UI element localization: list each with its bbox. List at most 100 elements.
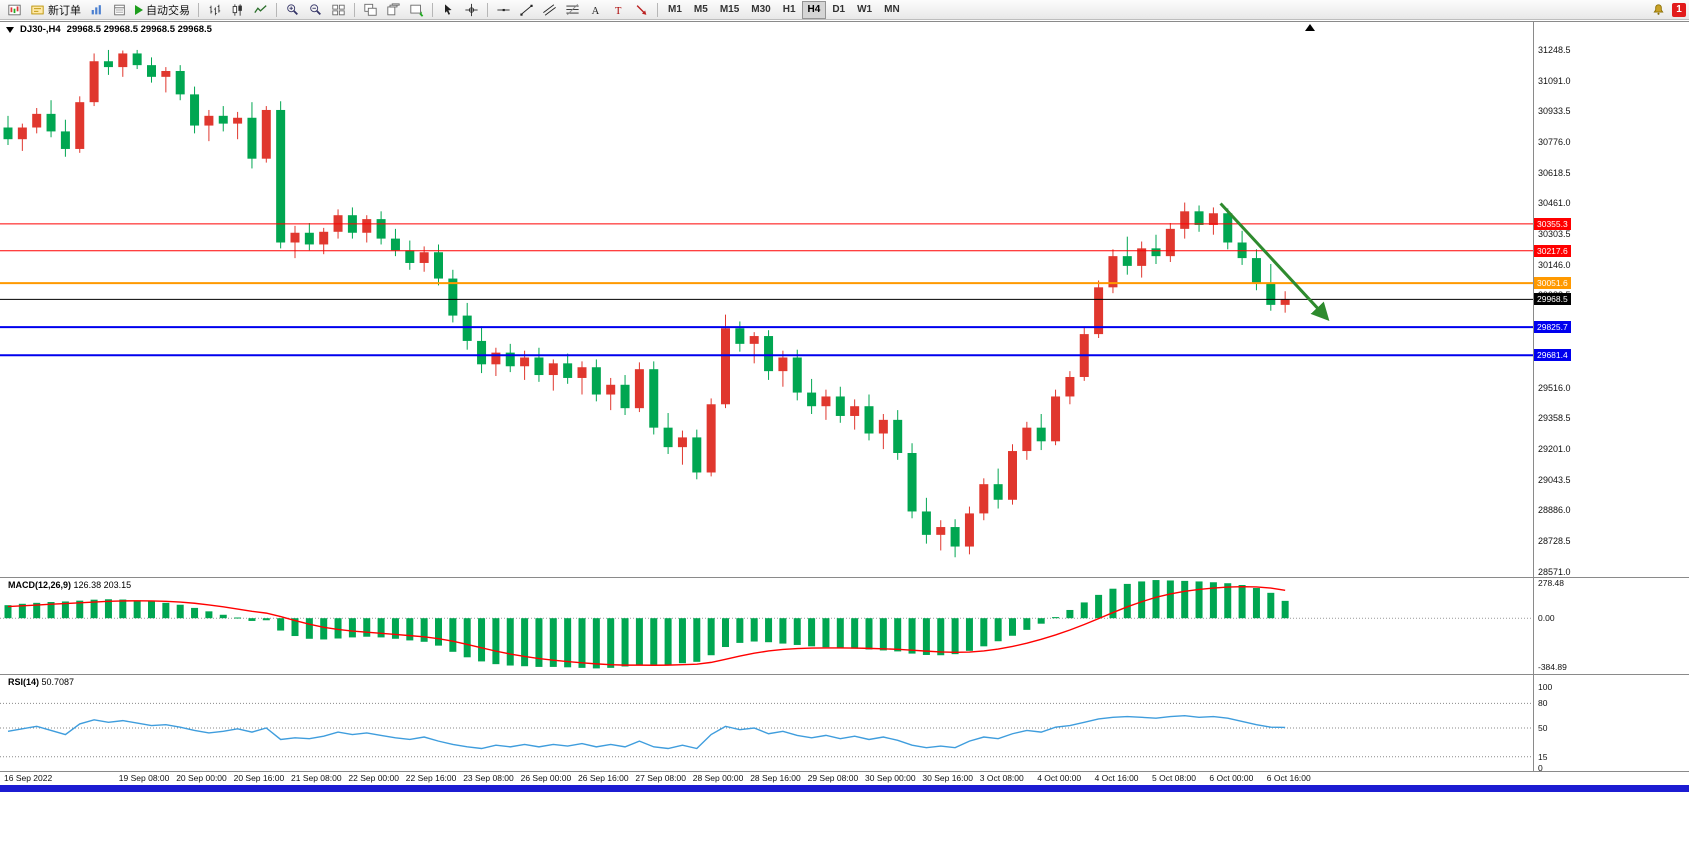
timeframe-d1-button[interactable]: D1 — [826, 1, 851, 19]
macd-histogram-bar — [621, 618, 629, 667]
notification-badge[interactable]: 1 — [1672, 2, 1686, 17]
candle-body — [75, 102, 85, 149]
macd-histogram-bar — [1224, 583, 1232, 619]
macd-histogram-bar — [406, 618, 414, 641]
cascade-windows-button[interactable] — [382, 1, 405, 19]
candle-body — [792, 357, 802, 393]
timeframe-m1-button[interactable]: M1 — [662, 1, 688, 19]
macd-histogram-bar — [320, 618, 328, 640]
candle-body — [448, 278, 458, 316]
candle-body — [505, 352, 515, 367]
timeframe-h4-button[interactable]: H4 — [801, 0, 827, 19]
macd-histogram-bar — [1195, 581, 1203, 619]
candle-body — [462, 315, 472, 341]
autotrading-button[interactable]: 自动交易 — [131, 1, 194, 19]
new-window-button[interactable] — [405, 1, 428, 19]
channel-tool-button[interactable] — [538, 1, 561, 19]
zoom-in-icon — [285, 3, 300, 17]
candle-body — [1008, 451, 1017, 500]
macd-histogram-bar — [1009, 618, 1016, 636]
rsi-line — [7, 714, 1286, 750]
candlestick-chart-icon — [230, 3, 245, 17]
candlestick-chart-button[interactable] — [226, 1, 249, 19]
timeframe-m5-button[interactable]: M5 — [688, 1, 714, 19]
cursor-tool-button[interactable] — [437, 1, 460, 19]
macd-signal-line — [7, 585, 1286, 666]
macd-histogram-bar — [994, 618, 1002, 642]
candle-body — [362, 219, 372, 233]
macd-histogram-bar — [793, 618, 801, 645]
timeframe-w1-button[interactable]: W1 — [851, 1, 878, 19]
candle-body — [649, 369, 659, 428]
data-window-button[interactable] — [108, 1, 131, 19]
candle-body — [1266, 283, 1276, 305]
macd-histogram-bar — [951, 618, 959, 655]
line-chart-button[interactable] — [249, 1, 272, 19]
candle-body — [1280, 299, 1290, 305]
candle-body — [979, 484, 989, 514]
zoom-out-button[interactable] — [304, 1, 327, 19]
text-tool-button[interactable]: A — [584, 1, 607, 19]
macd-histogram-bar — [176, 604, 184, 619]
toolbar-separator — [657, 2, 658, 17]
chart-ohlc-values: 29968.5 29968.5 29968.5 29968.5 — [66, 24, 212, 35]
candle-body — [147, 65, 156, 77]
line-chart-icon — [253, 3, 268, 17]
candle-body — [835, 396, 845, 416]
candle-body — [390, 238, 400, 251]
macd-histogram-bar — [922, 618, 930, 655]
text-label-tool-button[interactable]: T — [607, 1, 630, 19]
arrange-windows-button[interactable] — [359, 1, 382, 19]
new-chart-icon — [7, 3, 22, 17]
macd-histogram-bar — [119, 599, 127, 619]
candle-body — [964, 513, 974, 547]
timeframe-h1-button[interactable]: H1 — [777, 1, 802, 19]
candle-body — [491, 352, 501, 365]
text-label-icon: T — [611, 3, 626, 17]
candle-body — [893, 419, 903, 453]
macd-histogram-bar — [779, 618, 787, 644]
macd-histogram-bar — [1037, 618, 1045, 624]
macd-histogram-bar — [664, 618, 672, 665]
macd-histogram-bar — [607, 618, 615, 668]
candle-body — [520, 357, 530, 367]
trendline-tool-button[interactable] — [515, 1, 538, 19]
crosshair-tool-button[interactable] — [460, 1, 483, 19]
macd-histogram-bar — [836, 618, 844, 649]
arrows-tool-button[interactable] — [630, 1, 653, 19]
tile-windows-button[interactable] — [327, 1, 350, 19]
alerts-button[interactable] — [1647, 1, 1670, 19]
candle-body — [749, 336, 759, 344]
candle-body — [434, 252, 443, 279]
macd-histogram-bar — [1023, 618, 1031, 630]
timeframe-m30-button[interactable]: M30 — [745, 1, 776, 19]
macd-histogram-bar — [549, 618, 557, 667]
new-chart-button[interactable] — [3, 1, 26, 19]
candle-body — [1137, 248, 1147, 266]
candle-body — [132, 53, 142, 66]
chart-shift-marker[interactable] — [1305, 24, 1315, 31]
chart-menu-icon[interactable] — [6, 26, 14, 33]
horizontal-line-tool-button[interactable] — [492, 1, 515, 19]
fibonacci-tool-button[interactable] — [561, 1, 584, 19]
candle-body — [591, 367, 601, 395]
macd-histogram-bar — [391, 618, 399, 639]
timeframe-mn-button[interactable]: MN — [878, 1, 906, 19]
candle-body — [764, 336, 774, 372]
trend-arrow[interactable] — [1219, 202, 1330, 321]
text-icon: A — [588, 3, 603, 17]
bar-chart-button[interactable] — [203, 1, 226, 19]
new-order-button[interactable]: 新订单 — [26, 1, 85, 19]
macd-histogram-bar — [1052, 617, 1060, 619]
candle-body — [807, 392, 817, 407]
zoom-in-button[interactable] — [281, 1, 304, 19]
macd-histogram-bar — [678, 618, 686, 664]
bell-icon — [1651, 3, 1666, 17]
timeframe-m15-button[interactable]: M15 — [714, 1, 745, 19]
macd-histogram-bar — [894, 618, 902, 652]
market-watch-button[interactable] — [85, 1, 108, 19]
candle-body — [663, 427, 673, 448]
candle-body — [1194, 211, 1204, 225]
svg-text:T: T — [615, 5, 622, 16]
